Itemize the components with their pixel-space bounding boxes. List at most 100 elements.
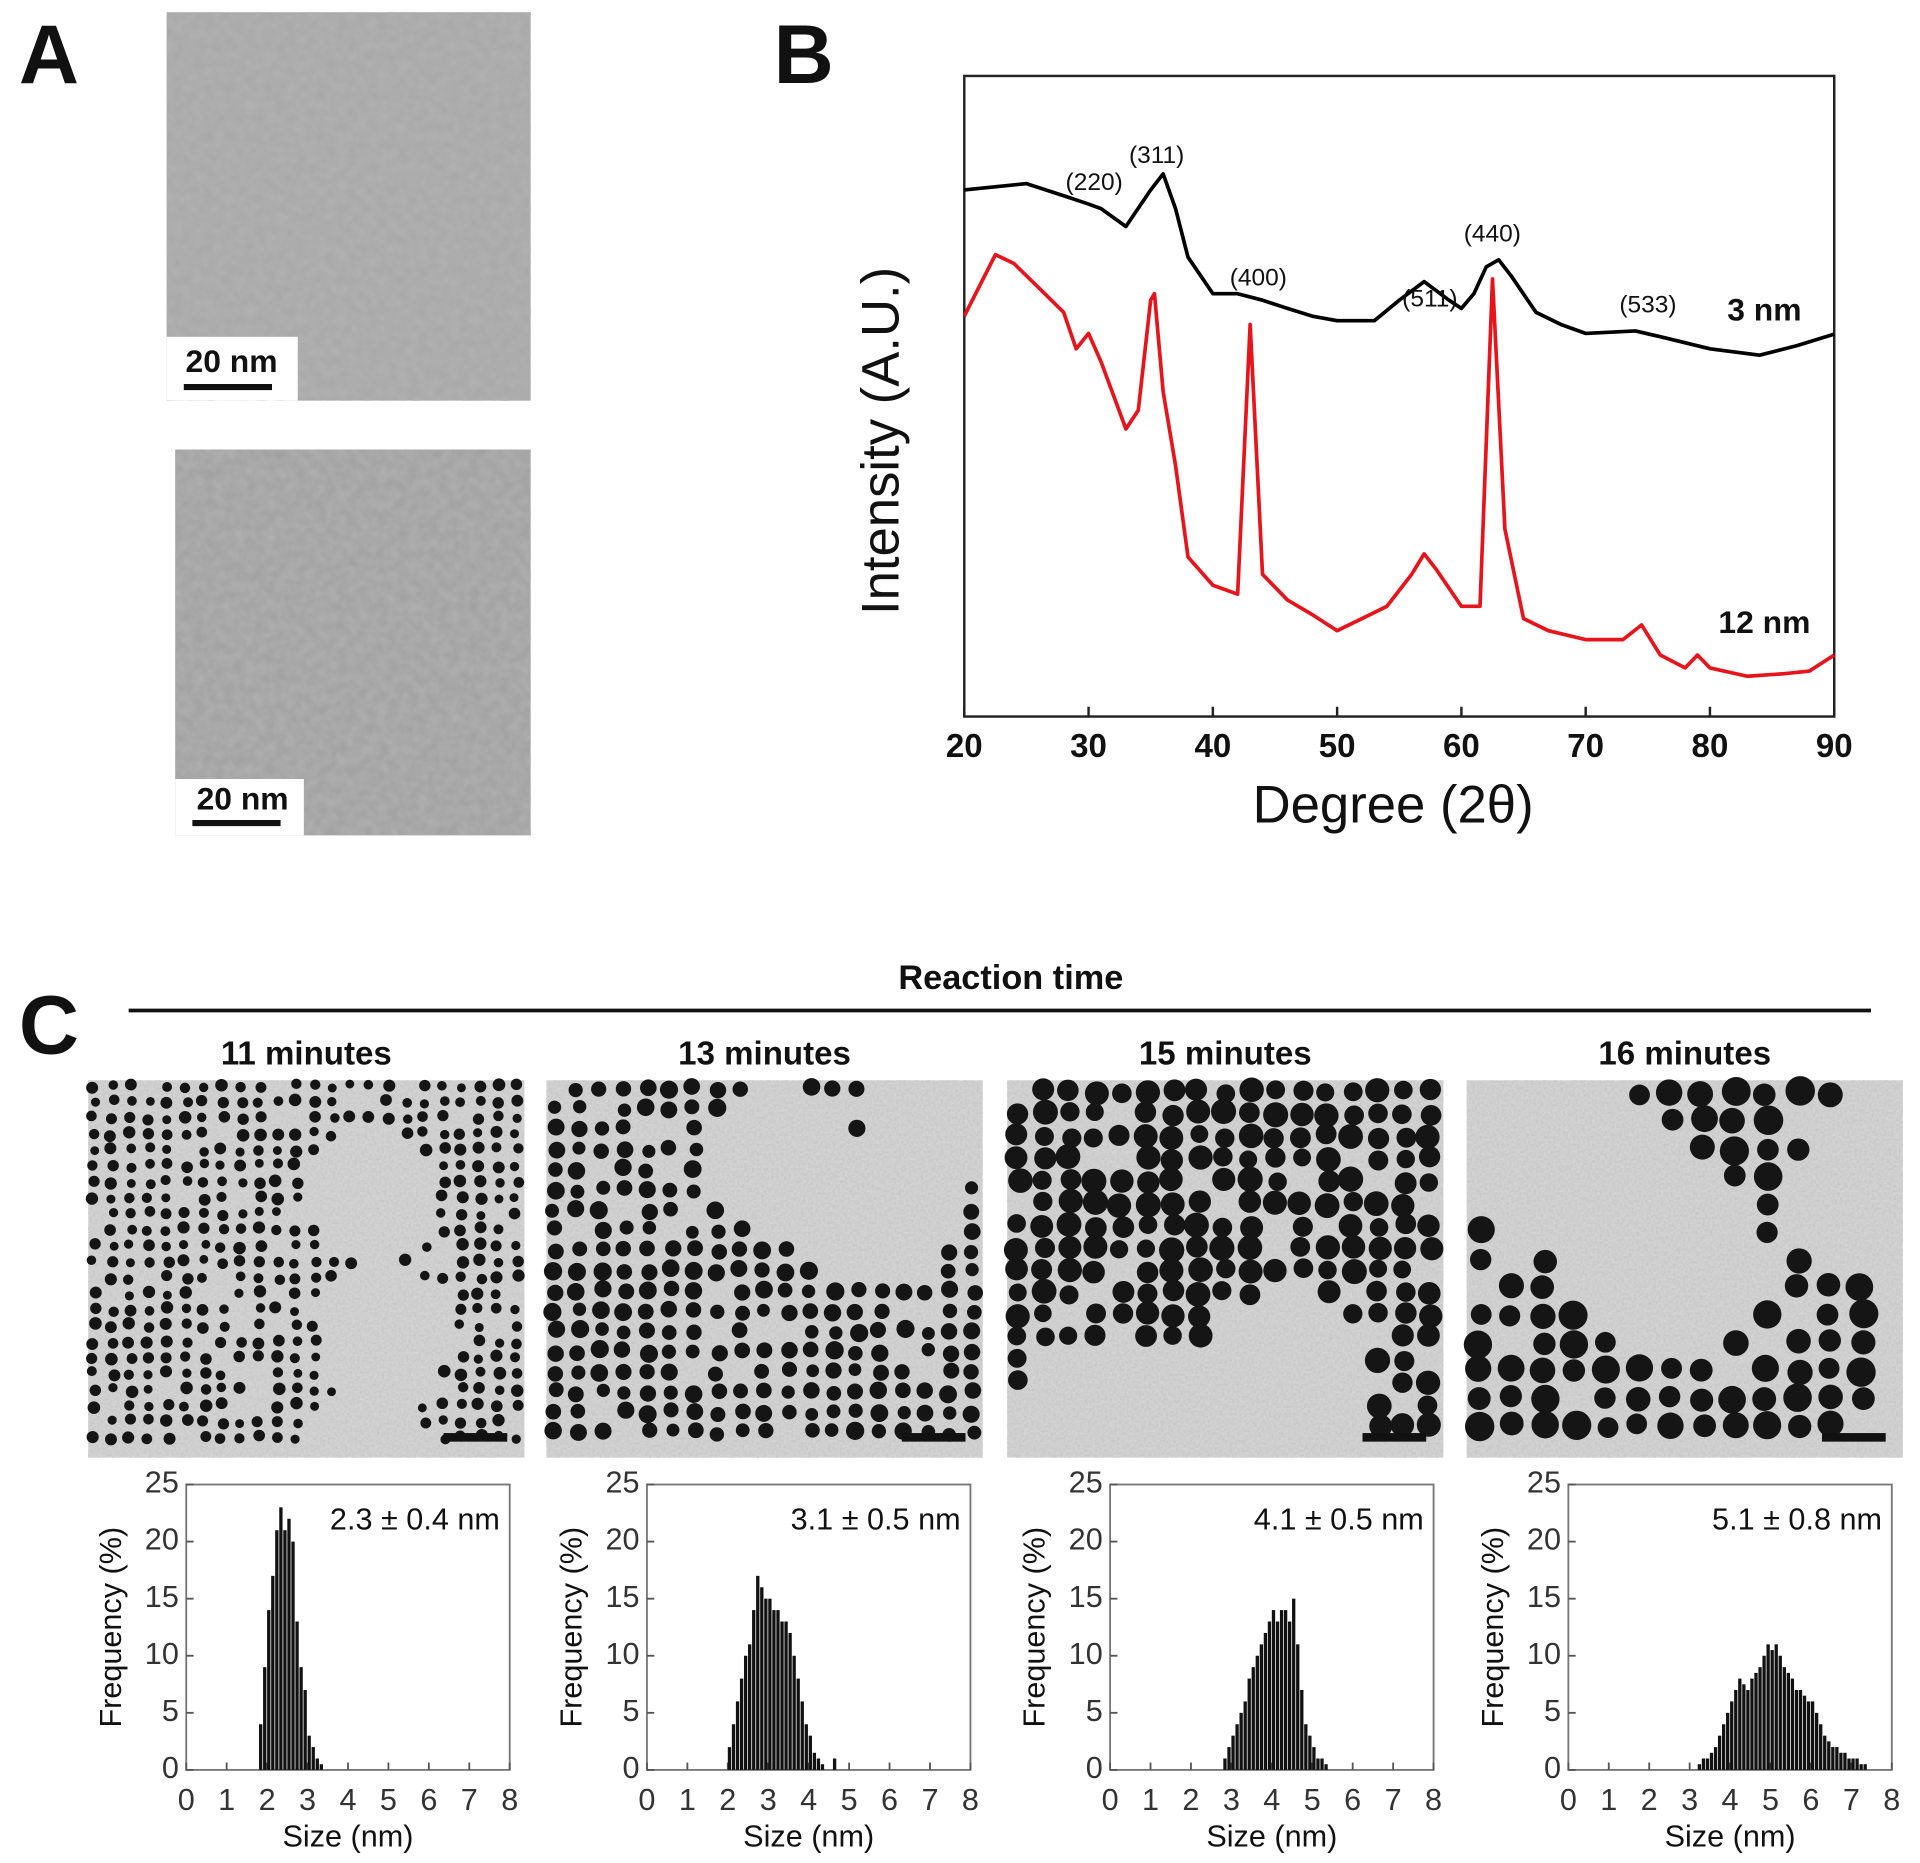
particle xyxy=(88,1175,100,1187)
particle xyxy=(160,1226,171,1237)
particles xyxy=(1003,1077,1444,1438)
particle xyxy=(160,1352,172,1364)
particle xyxy=(214,1336,227,1349)
particle xyxy=(254,1158,264,1168)
particle xyxy=(90,1097,101,1107)
hist-bar xyxy=(788,1632,792,1770)
particle xyxy=(1817,1082,1843,1108)
particle xyxy=(1007,1326,1027,1346)
particle xyxy=(490,1302,502,1314)
particle xyxy=(1394,1080,1413,1100)
particle xyxy=(1657,1412,1684,1439)
particle xyxy=(1416,1412,1441,1437)
particle xyxy=(733,1220,751,1238)
particle xyxy=(1007,1348,1027,1368)
x-tick-label: 4 xyxy=(1722,1783,1739,1817)
particle xyxy=(309,1386,319,1396)
hist-bar xyxy=(1831,1747,1835,1770)
particle xyxy=(473,1334,486,1347)
particle xyxy=(383,1079,396,1092)
hist-bar xyxy=(808,1735,812,1770)
particle xyxy=(108,1369,121,1382)
hist-bar xyxy=(1292,1598,1296,1770)
particle xyxy=(310,1401,320,1411)
hist-bar xyxy=(1316,1758,1320,1770)
particle xyxy=(1292,1216,1313,1237)
particle xyxy=(511,1434,521,1444)
particle xyxy=(666,1423,680,1437)
particle xyxy=(1058,1188,1083,1214)
particle xyxy=(435,1189,448,1202)
particle xyxy=(1183,1212,1209,1238)
particle xyxy=(401,1127,414,1140)
y-tick-label: 10 xyxy=(1069,1637,1103,1671)
particle xyxy=(180,1381,193,1395)
particle xyxy=(1109,1240,1129,1259)
particle xyxy=(1059,1285,1079,1305)
x-tick-label: 0 xyxy=(178,1783,195,1817)
particle xyxy=(1497,1354,1525,1382)
particle xyxy=(198,1082,209,1093)
particle xyxy=(1031,1258,1053,1280)
particle xyxy=(235,1223,247,1234)
particle xyxy=(1188,1190,1211,1213)
particle xyxy=(104,1224,116,1236)
particle xyxy=(566,1283,585,1301)
particle xyxy=(916,1285,933,1301)
particle xyxy=(665,1240,682,1257)
particle xyxy=(874,1303,890,1319)
particle xyxy=(252,1337,265,1350)
particle xyxy=(254,1318,265,1330)
particle xyxy=(1287,1191,1311,1216)
hist-bar xyxy=(1275,1621,1280,1770)
particle xyxy=(1315,1235,1341,1260)
particle xyxy=(848,1345,863,1361)
x-tick-label: 7 xyxy=(461,1783,478,1817)
particle xyxy=(1293,1148,1312,1167)
particle xyxy=(438,1226,450,1238)
hist-bar xyxy=(291,1541,295,1770)
particle xyxy=(511,1384,524,1397)
particle xyxy=(162,1115,172,1125)
particle xyxy=(1395,1302,1417,1324)
particle xyxy=(1368,1236,1392,1261)
particle xyxy=(1031,1278,1057,1304)
particle xyxy=(472,1141,485,1154)
particle xyxy=(509,1193,519,1203)
particle xyxy=(199,1399,213,1412)
hist-bar xyxy=(1782,1667,1786,1770)
particle xyxy=(163,1399,175,1411)
particle xyxy=(1464,1411,1495,1442)
particle xyxy=(594,1422,612,1440)
particle xyxy=(88,1128,100,1140)
particle xyxy=(1239,1077,1264,1103)
particle xyxy=(547,1220,563,1236)
particle xyxy=(453,1128,465,1140)
particle xyxy=(735,1305,751,1321)
particle xyxy=(686,1119,702,1136)
particle xyxy=(548,1382,564,1398)
particle xyxy=(289,1225,301,1237)
particle xyxy=(711,1224,726,1239)
particle xyxy=(160,1174,171,1186)
particle xyxy=(710,1304,725,1319)
particle xyxy=(493,1224,504,1235)
particle xyxy=(1851,1330,1876,1355)
y-tick-label: 5 xyxy=(162,1694,179,1728)
particle xyxy=(708,1098,727,1117)
particle xyxy=(142,1114,154,1126)
particle xyxy=(1753,1162,1783,1191)
particle xyxy=(1314,1193,1340,1219)
particle xyxy=(615,1119,631,1135)
particle xyxy=(439,1142,451,1154)
particle xyxy=(108,1094,120,1106)
particle xyxy=(1083,1234,1108,1259)
particle xyxy=(439,1161,449,1171)
particle xyxy=(1689,1134,1715,1160)
particle xyxy=(683,1160,702,1178)
particle xyxy=(1369,1414,1393,1438)
particle xyxy=(1212,1217,1233,1238)
particle xyxy=(594,1280,612,1298)
particle xyxy=(104,1142,117,1155)
particle xyxy=(638,1281,657,1300)
